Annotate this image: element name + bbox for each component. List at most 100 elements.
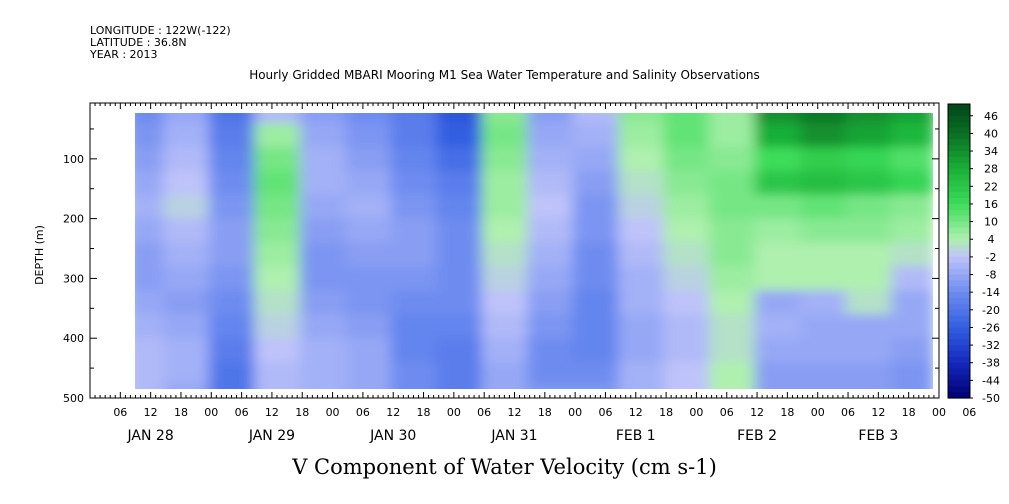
heatmap-cell (663, 170, 711, 196)
y-tick-label: 300 (63, 272, 84, 285)
colorbar-frame (947, 103, 971, 399)
date-label: FEB 3 (858, 428, 898, 444)
heatmap-cell (208, 314, 256, 340)
heatmap-cell (891, 290, 933, 316)
heatmap-cell (527, 242, 574, 268)
date-label: JAN 29 (248, 428, 295, 444)
heatmap-cell (163, 170, 210, 196)
heatmap-cell (135, 194, 165, 220)
heatmap-cell (572, 170, 620, 196)
heatmap-cell (135, 242, 165, 268)
heatmap-cell (481, 113, 529, 124)
heatmap-cell (618, 113, 665, 124)
heatmap-cell (299, 146, 347, 172)
colorbar-label: 46 (984, 110, 998, 123)
heatmap-cell (618, 218, 665, 244)
x-tick-label: 00 (326, 406, 340, 419)
colorbar-label: -32 (982, 339, 1000, 352)
heatmap-cell (845, 266, 893, 292)
colorbar-label: 16 (984, 198, 998, 211)
heatmap-cell (618, 194, 665, 220)
heatmap-cell (845, 122, 893, 148)
heatmap-cell (390, 383, 438, 389)
heatmap-cell (891, 338, 933, 364)
heatmap-cell (754, 146, 802, 172)
heatmap-cell (709, 146, 756, 172)
x-tick-label: 00 (689, 406, 703, 419)
heatmap-cell (709, 113, 756, 124)
heatmap-cell (527, 122, 574, 148)
heatmap-cell (345, 338, 392, 364)
heatmap-cell (663, 290, 711, 316)
colorbar-swatch (948, 309, 970, 317)
heatmap-cell (163, 383, 210, 389)
heatmap-cell (436, 218, 483, 244)
heatmap-cell (709, 314, 756, 340)
heatmap-cell (345, 194, 392, 220)
heatmap-cell (135, 218, 165, 244)
heatmap-cell (436, 146, 483, 172)
heatmap-cell (299, 383, 347, 389)
heatmap-cell (709, 122, 756, 148)
heatmap-cell (709, 266, 756, 292)
heatmap-cell (135, 338, 165, 364)
heatmap-cell (845, 194, 893, 220)
heatmap-cell (390, 218, 438, 244)
heatmap-cell (754, 122, 802, 148)
heatmap-cell (709, 218, 756, 244)
date-label: JAN 30 (369, 428, 416, 444)
heatmap-cell (481, 362, 529, 385)
heatmap-cell (481, 338, 529, 364)
heatmap-cell (891, 314, 933, 340)
heatmap-cell (208, 194, 256, 220)
heatmap-cell (663, 266, 711, 292)
heatmap-cell (572, 266, 620, 292)
heatmap-cell (527, 290, 574, 316)
x-tick-label: 12 (265, 406, 279, 419)
heatmap-cell (254, 242, 301, 268)
x-axis: 06 12 18 00 06 12 18 00 06 12 18 00 06 12 18 00 06 12 18 00… (89, 103, 976, 444)
heatmap-cell (800, 290, 847, 316)
heatmap-cell (163, 314, 210, 340)
heatmap-cell (527, 338, 574, 364)
heatmap-cell (800, 146, 847, 172)
heatmap-cell (163, 122, 210, 148)
heatmap-cell (390, 314, 438, 340)
heatmap-cell (527, 218, 574, 244)
heatmap-cell (754, 194, 802, 220)
y-axis-label: DEPTH (m) (33, 225, 46, 285)
heatmap-cell (436, 122, 483, 148)
heatmap-cell (618, 290, 665, 316)
heatmap-cell (663, 113, 711, 124)
x-tick-label: 00 (204, 406, 218, 419)
x-tick-label: 06 (720, 406, 734, 419)
heatmap-cell (299, 290, 347, 316)
heatmap-cell (135, 122, 165, 148)
colorbar-label: 22 (984, 180, 998, 193)
heatmap-cell (390, 194, 438, 220)
x-tick-label: 12 (629, 406, 643, 419)
heatmap-cell (299, 170, 347, 196)
heatmap-cell (390, 266, 438, 292)
heatmap-cell (618, 383, 665, 389)
heatmap-cell (390, 113, 438, 124)
colorbar-swatch (948, 327, 970, 334)
heatmap-cell (618, 266, 665, 292)
colorbar-swatch (948, 192, 970, 199)
heatmap-cell (845, 146, 893, 172)
heatmap-cell (709, 362, 756, 385)
heatmap-cell (208, 290, 256, 316)
colorbar-label: -26 (982, 321, 1000, 334)
colorbar-swatch (948, 321, 970, 329)
colorbar-swatch (948, 350, 970, 358)
heatmap-cell (135, 170, 165, 196)
heatmap-cell (390, 338, 438, 364)
heatmap-cell (299, 242, 347, 268)
heatmap-cell (481, 218, 529, 244)
heatmap-cell (135, 314, 165, 340)
colorbar-swatch (948, 245, 970, 252)
heatmap-cell (254, 194, 301, 220)
heatmap-cell (754, 218, 802, 244)
colorbar-swatch (948, 151, 970, 158)
heatmap-cell (800, 242, 847, 268)
